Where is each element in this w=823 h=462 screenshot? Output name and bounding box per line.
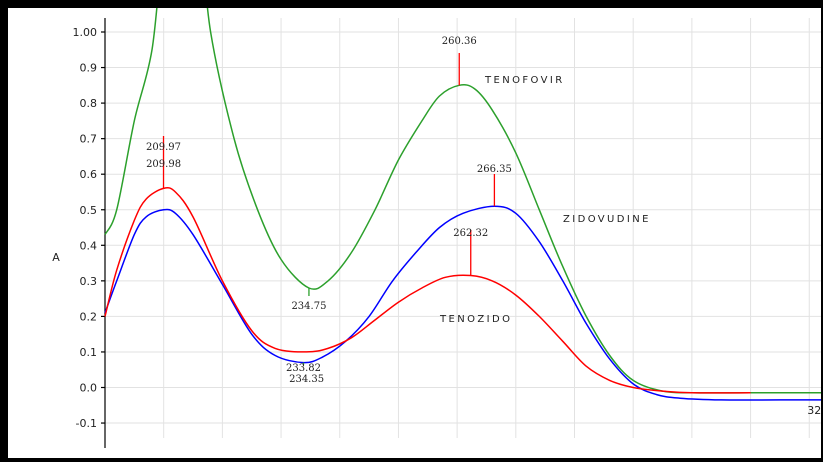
series-layer [104,8,821,401]
series-line-zidovudine [104,205,821,401]
series-label-zidovudine: ZIDOVUDINE [563,214,651,225]
peak-label: 209.98 [146,159,181,170]
y-tick-label: 0.9 [80,62,98,75]
uv-spectrum-chart: 1.00 0.9 0.8 0.7 0.6 0.5 0.4 0.3 0.2 0.1 0.0 -0.1 A 3… [52,8,821,448]
marker-layer [162,53,496,365]
y-tick-label: 0.1 [80,346,98,359]
peak-label: 262.32 [453,228,488,239]
y-tick-label: 0.0 [80,382,98,395]
series-line-tenozido [104,186,751,394]
peak-label: 234.35 [289,374,324,385]
y-axis-label: A [52,251,60,264]
peak-label: 209.97 [146,142,181,153]
x-tick-label: 32 [807,404,821,417]
y-tick-label: 1.00 [73,26,98,39]
label-layer: TENOFOVIR ZIDOVUDINE TENOZIDO 209.97 209.98 2… [146,36,651,385]
y-tick-label: 0.4 [80,239,98,252]
grid-layer [105,18,821,438]
y-tick-label: 0.3 [80,275,98,288]
peak-label: 234.75 [291,301,326,312]
series-label-tenofovir: TENOFOVIR [484,75,565,86]
y-tick-label: -0.1 [76,417,97,430]
series-line-tenofovir [104,8,821,394]
y-tick-label: 0.8 [80,97,98,110]
y-tick-label: 0.6 [80,168,98,181]
series-label-tenozido: TENOZIDO [439,314,512,325]
y-tick-label: 0.7 [80,133,98,146]
peak-label: 266.35 [477,164,512,175]
axis-layer: 1.00 0.9 0.8 0.7 0.6 0.5 0.4 0.3 0.2 0.1 0.0 -0.1 A 3… [52,18,821,448]
y-tick-label: 0.5 [80,204,98,217]
y-tick-label: 0.2 [80,310,98,323]
peak-label: 233.82 [286,363,321,374]
peak-label: 260.36 [442,36,477,47]
